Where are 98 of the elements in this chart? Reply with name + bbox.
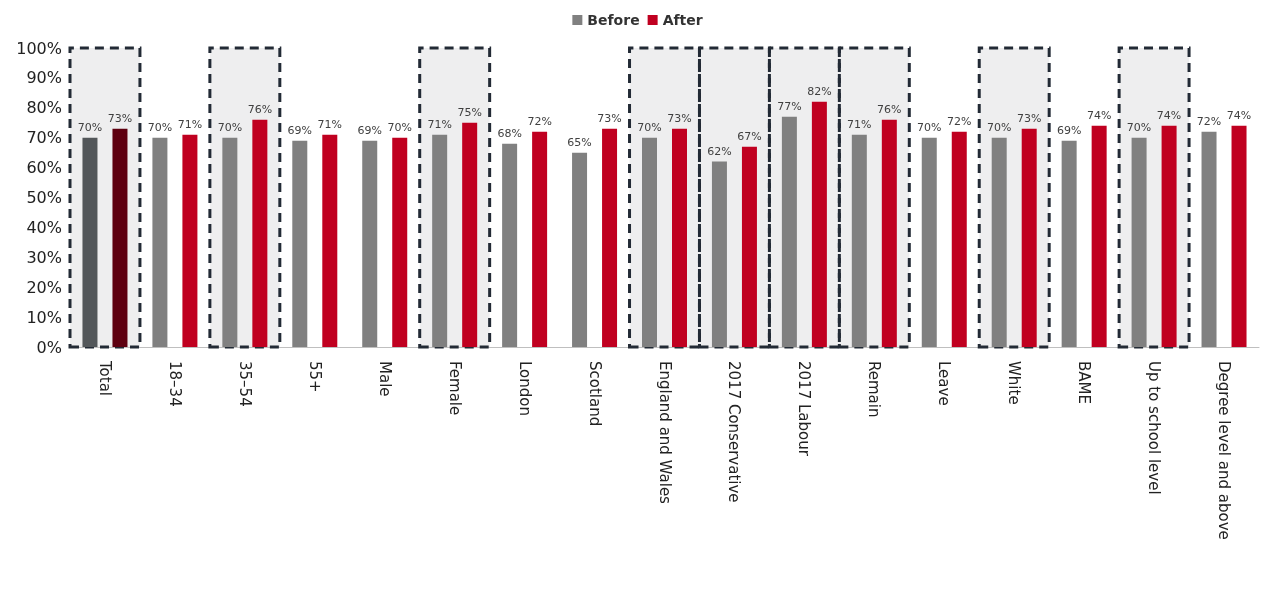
- data-label: 62%: [707, 144, 732, 158]
- y-tick-label: 10%: [26, 307, 62, 327]
- data-label: 76%: [247, 102, 273, 116]
- data-label: 70%: [917, 120, 942, 134]
- bar: [532, 131, 548, 347]
- bar: [392, 137, 408, 347]
- data-label: 70%: [1126, 120, 1152, 134]
- legend-label: After: [662, 12, 703, 28]
- bar: [432, 134, 448, 347]
- bar: [672, 128, 687, 347]
- data-label: 70%: [217, 120, 243, 134]
- bar: [152, 137, 168, 347]
- data-label: 74%: [1086, 108, 1112, 122]
- data-label: 75%: [457, 105, 482, 119]
- bar: [711, 161, 727, 347]
- bar: [292, 140, 308, 347]
- data-label: 71%: [847, 117, 872, 131]
- bar: [1201, 131, 1217, 347]
- bar: [921, 137, 937, 347]
- x-tick-label: Degree level and above: [1215, 361, 1234, 540]
- bar: [1131, 137, 1147, 347]
- data-label: 74%: [1226, 108, 1252, 122]
- data-label: 71%: [317, 117, 343, 131]
- bar: [881, 119, 897, 347]
- bar: [322, 134, 338, 347]
- data-label: 65%: [567, 135, 592, 149]
- data-label: 69%: [1056, 123, 1082, 137]
- x-tick-label: White: [1005, 361, 1024, 405]
- y-tick-label: 90%: [26, 68, 62, 88]
- bar: [182, 134, 198, 347]
- bar: [82, 137, 98, 347]
- bar: [781, 116, 797, 347]
- data-label: 73%: [667, 111, 692, 125]
- data-label: 72%: [947, 114, 972, 128]
- bar: [462, 122, 478, 347]
- legend-label: Before: [587, 12, 640, 28]
- bar: [1021, 128, 1037, 347]
- x-tick-label: Leave: [935, 361, 954, 406]
- data-label: 69%: [287, 123, 313, 137]
- data-label: 76%: [877, 102, 902, 116]
- y-tick-label: 100%: [16, 38, 62, 58]
- bar: [222, 137, 238, 347]
- data-label: 73%: [597, 111, 622, 125]
- x-tick-label: Up to school level: [1145, 361, 1164, 495]
- y-tick-label: 20%: [26, 277, 62, 297]
- bar: [572, 152, 588, 347]
- x-tick-label: Female: [445, 361, 464, 416]
- x-tick-label: Male: [375, 361, 394, 397]
- bar: [851, 134, 867, 347]
- x-tick-label: 55+: [305, 361, 324, 393]
- data-label: 68%: [497, 126, 522, 140]
- bar: [362, 140, 378, 347]
- bar: [951, 131, 967, 347]
- data-label: 77%: [777, 99, 802, 113]
- x-tick-label: Remain: [865, 361, 884, 418]
- data-label: 71%: [427, 117, 452, 131]
- bar: [1061, 140, 1077, 347]
- y-tick-label: 60%: [26, 158, 62, 178]
- bar: [602, 128, 618, 347]
- data-label: 69%: [357, 123, 382, 137]
- data-label: 73%: [1016, 111, 1042, 125]
- y-tick-label: 50%: [26, 188, 62, 207]
- data-label: 73%: [107, 111, 133, 125]
- data-label: 67%: [737, 129, 762, 143]
- y-tick-label: 30%: [26, 247, 62, 267]
- x-tick-label: 35–54: [235, 361, 254, 407]
- x-tick-label: BAME: [1075, 361, 1094, 404]
- x-tick-label: Total: [95, 360, 114, 397]
- data-label: 82%: [807, 84, 832, 98]
- bar: [1161, 125, 1177, 347]
- data-label: 70%: [147, 120, 173, 134]
- bar: [741, 146, 757, 347]
- bar: [502, 143, 518, 347]
- bar: [811, 101, 827, 347]
- x-tick-label: Scotland: [585, 361, 604, 427]
- bar: [1231, 125, 1247, 347]
- x-tick-label: London: [515, 361, 534, 416]
- data-label: 70%: [77, 120, 103, 134]
- data-label: 74%: [1156, 108, 1182, 122]
- x-tick-label: 18–34: [165, 361, 184, 407]
- bar: [991, 137, 1007, 347]
- x-tick-label: England and Wales: [655, 361, 674, 505]
- x-tick-label: 2017 Conservative: [725, 361, 744, 503]
- y-tick-label: 70%: [26, 128, 62, 148]
- data-label: 72%: [1196, 114, 1222, 128]
- bar: [1091, 125, 1107, 347]
- bar: [252, 119, 268, 347]
- bar: [642, 137, 657, 347]
- y-tick-label: 40%: [26, 217, 62, 237]
- data-label: 70%: [637, 120, 662, 134]
- data-label: 70%: [986, 120, 1012, 134]
- data-label: 72%: [527, 114, 552, 128]
- data-label: 71%: [177, 117, 203, 131]
- x-tick-label: 2017 Labour: [795, 361, 814, 457]
- data-label: 70%: [387, 120, 412, 134]
- y-tick-label: 0%: [36, 337, 62, 357]
- bar: [112, 128, 128, 347]
- y-tick-label: 80%: [26, 98, 62, 118]
